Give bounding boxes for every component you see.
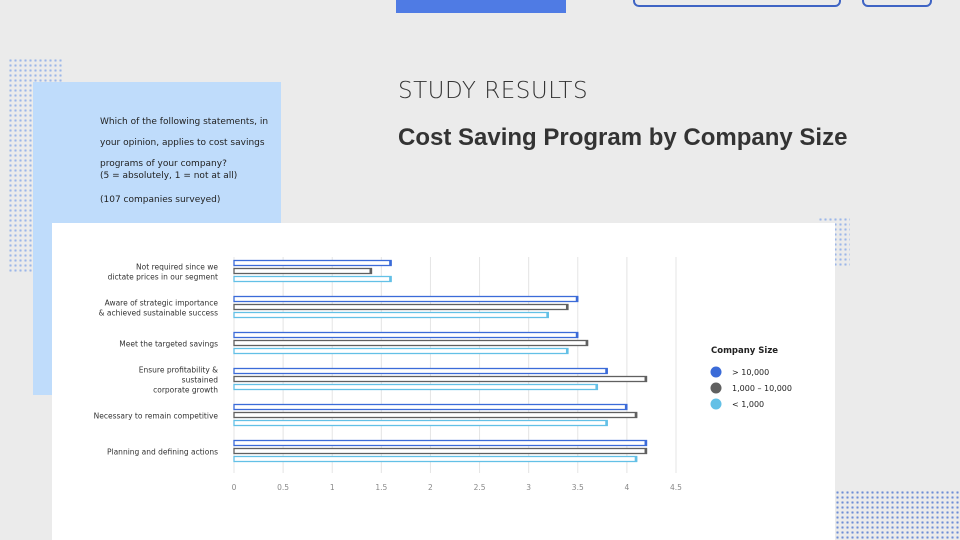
x-tick-label: 4 [624,483,629,492]
bar-end-cap [595,384,598,390]
bar [233,311,549,319]
scale-note: (5 = absolutely, 1 = not at all) [100,171,238,181]
category-label: Necessary to remain competitive [94,412,219,421]
bar [233,375,648,383]
category-label: sustained [182,376,219,385]
bar [233,439,648,447]
bar-end-cap [565,304,569,310]
bar-end-cap [624,404,628,410]
bar-end-cap [369,268,373,274]
bar-end-cap [575,332,579,338]
bar [233,259,392,267]
top-outline-box [633,0,841,7]
bar-end-cap [575,296,579,302]
top-accent-bar [396,0,566,13]
bar-end-cap [634,412,638,418]
bar [233,419,608,427]
bar-end-cap [389,260,392,266]
category-label: corporate growth [153,386,218,395]
bar [233,295,579,303]
bar-end-cap [546,312,549,318]
x-tick-label: 0 [232,483,237,492]
chart-title: Cost Saving Program by Company Size [398,124,848,151]
x-tick-label: 3.5 [572,483,584,492]
bar-end-cap [605,368,608,374]
x-tick-label: 4.5 [670,483,682,492]
bar [233,367,608,375]
x-tick-label: 1 [330,483,335,492]
bar [233,403,628,411]
bar [233,339,589,347]
category-label: Planning and defining actions [107,448,218,457]
top-outline-box-small [862,0,932,7]
question-line: your opinion, applies to cost savings [100,138,265,148]
bar [233,267,373,275]
survey-question: Which of the following statements, in yo… [100,112,280,175]
category-label: Aware of strategic importance [105,299,219,308]
legend-title: Company Size [711,346,778,356]
x-tick-label: 2.5 [474,483,486,492]
bar-end-cap [565,348,569,354]
bar [233,303,569,311]
category-label: Not required since we [136,263,218,272]
legend-label: > 10,000 [732,368,769,377]
question-line: programs of your company? [100,159,227,169]
category-label: Ensure profitability & [139,366,218,375]
x-tick-label: 1.5 [375,483,387,492]
x-tick-label: 3 [526,483,531,492]
category-label: & achieved sustainable success [99,309,218,318]
sample-note: (107 companies surveyed) [100,195,221,205]
category-label: dictate prices in our segment [108,273,218,282]
bar [233,455,638,463]
category-label: Meet the targeted savings [119,340,218,349]
section-heading: STUDY RESULTS [398,78,589,104]
dot-pattern-bottom-right [835,490,960,540]
chart-card: 0 0.5 1 1.5 2 2.5 3 3.5 4 4.5 Not required since w… [52,223,835,540]
bar-end-cap [585,340,589,346]
bar [233,411,638,419]
bar-chart: 0 0.5 1 1.5 2 2.5 3 3.5 4 4.5 Not required since w… [94,257,792,492]
legend-label: < 1,000 [732,400,764,409]
bar [233,447,648,455]
legend-marker [710,382,722,394]
x-tick-label: 2 [428,483,433,492]
legend-label: 1,000 – 10,000 [732,384,792,393]
bar [233,347,569,355]
x-tick-label: 0.5 [277,483,289,492]
bar [233,275,392,283]
legend-marker [710,366,722,378]
bar-end-cap [389,276,392,282]
bar-end-cap [644,440,648,446]
legend-marker [710,398,722,410]
bar-end-cap [634,456,638,462]
bar-end-cap [644,376,648,382]
bar-end-cap [644,448,648,454]
bar-end-cap [605,420,608,426]
question-line: Which of the following statements, in [100,117,269,127]
bar [233,331,579,339]
bar [233,383,599,391]
